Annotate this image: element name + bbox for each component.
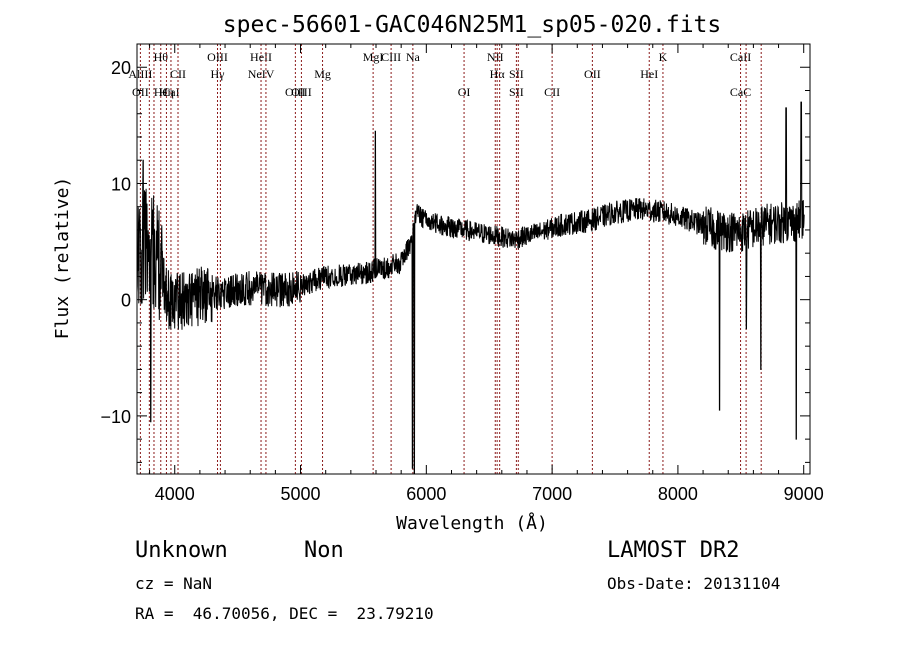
- line-marker-label: SII: [509, 67, 524, 81]
- line-marker-label: SII: [509, 85, 524, 99]
- y-tick-label: 20: [111, 58, 131, 78]
- line-marker-label: Hθ: [154, 50, 169, 64]
- line-marker-label: CaC: [730, 85, 751, 99]
- coordinates: RA = 46.70056, DEC = 23.79210: [135, 604, 434, 623]
- y-tick-label: 0: [121, 291, 131, 311]
- line-marker-label: CII: [544, 85, 560, 99]
- line-marker-label: CII: [170, 67, 186, 81]
- x-tick-label: 6000: [406, 484, 446, 504]
- x-axis: 4000 5000 6000 7000 8000 9000: [149, 44, 824, 504]
- line-marker-label: OIII: [291, 85, 312, 99]
- subclass: Non: [304, 538, 344, 563]
- x-tick-label: 5000: [281, 484, 321, 504]
- x-tick-label: 7000: [532, 484, 572, 504]
- line-marker-label: CIII: [381, 50, 401, 64]
- line-marker-label: Hη: [159, 85, 174, 99]
- y-tick-label: −10: [100, 407, 131, 427]
- x-tick-label: 9000: [784, 484, 824, 504]
- line-marker-label: HeI: [640, 67, 658, 81]
- x-axis-label: Wavelength (Å): [396, 512, 548, 534]
- y-axis: −10 0 10 20: [100, 43, 810, 463]
- line-marker-label: K: [659, 50, 668, 64]
- x-tick-label: 4000: [155, 484, 195, 504]
- line-marker-label: HeII: [250, 50, 272, 64]
- y-tick-label: 10: [111, 174, 131, 194]
- line-marker-label: OIII: [207, 50, 228, 64]
- line-marker-label: Hγ: [211, 67, 226, 81]
- x-tick-label: 8000: [658, 484, 698, 504]
- redshift: cz = NaN: [135, 574, 213, 593]
- line-marker-label: NeIV: [248, 67, 275, 81]
- survey-name: LAMOST DR2: [607, 538, 740, 563]
- y-axis-label: Flux (relative): [52, 177, 73, 340]
- line-marker-label: Na: [406, 50, 421, 64]
- object-type: Unknown: [135, 538, 228, 563]
- line-marker-label: AlIII: [128, 67, 152, 81]
- line-marker-label: NII: [487, 50, 504, 64]
- line-marker-label: Mg: [314, 67, 331, 81]
- line-marker-label: Hα: [490, 67, 506, 81]
- plot-frame: [136, 43, 811, 475]
- line-marker-label: MgI: [363, 50, 384, 64]
- line-marker-label: Hε: [154, 85, 168, 99]
- chart-title: spec-56601-GAC046N25M1_sp05-020.fits: [223, 12, 722, 38]
- spectrum-line: [136, 101, 805, 475]
- line-marker-label: CaI: [162, 85, 179, 99]
- line-markers: AlIIIOIIHθHεHηCaICIIOIIIHγHeIINeIVOIIIOI…: [128, 44, 762, 474]
- line-marker-label: OI: [458, 85, 471, 99]
- line-marker-label: OIII: [285, 85, 306, 99]
- spectrum-chart: spec-56601-GAC046N25M1_sp05-020.fits AlI…: [52, 12, 824, 534]
- line-marker-label: CaII: [730, 50, 751, 64]
- line-marker-label: OII: [584, 67, 601, 81]
- obs-date: Obs-Date: 20131104: [607, 574, 781, 593]
- line-marker-label: OII: [132, 85, 149, 99]
